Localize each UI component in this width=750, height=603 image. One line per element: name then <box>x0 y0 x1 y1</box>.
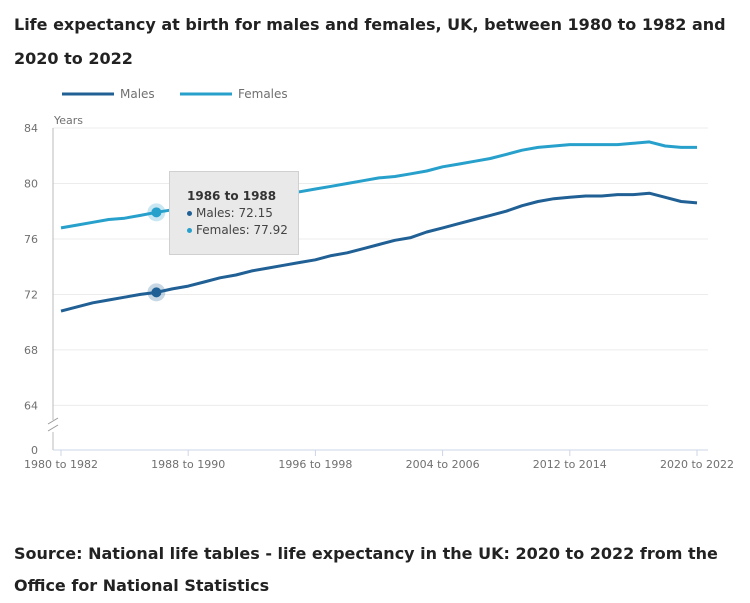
highlight-point-females <box>151 207 162 218</box>
y-tick-label: 80 <box>24 177 38 190</box>
y-tick-label: 76 <box>24 233 38 246</box>
females-dot-icon <box>187 228 192 233</box>
y-tick-label: 84 <box>24 122 38 135</box>
males-dot-icon <box>187 211 192 216</box>
x-tick-label: 1988 to 1990 <box>151 458 225 471</box>
tooltip-males: Males: 72.15 <box>187 205 298 222</box>
source-note: Source: National life tables - life expe… <box>14 544 718 595</box>
legend-label-females: Females <box>238 87 288 101</box>
tooltip-females: Females: 77.92 <box>187 222 298 239</box>
x-tick-label: 1996 to 1998 <box>278 458 352 471</box>
y-tick-label: 68 <box>24 344 38 357</box>
series-line-males <box>60 191 698 313</box>
highlight-point-males <box>151 287 162 298</box>
y-tick-label: 64 <box>24 399 38 412</box>
legend-label-males: Males <box>120 87 155 101</box>
x-tick-label: 2020 to 2022 <box>660 458 734 471</box>
x-tick-label: 1980 to 1982 <box>24 458 98 471</box>
y-tick-label: 0 <box>31 444 38 457</box>
x-tick-label: 2012 to 2014 <box>533 458 607 471</box>
tooltip-title: 1986 to 1988 <box>187 189 277 203</box>
chart-title: Life expectancy at birth for males and f… <box>14 15 726 68</box>
tooltip: 1986 to 1988 Males: 72.15 Females: 77.92 <box>169 171 299 255</box>
series-line-females <box>60 140 697 230</box>
x-tick-label: 2004 to 2006 <box>406 458 480 471</box>
y-tick-label: 72 <box>24 288 38 301</box>
y-axis-label: Years <box>53 114 83 127</box>
axis-break-icon <box>47 417 59 432</box>
line-chart: 0 64 68 72 76 80 84 Years 1980 to 1982 1988 to 19… <box>24 87 734 471</box>
